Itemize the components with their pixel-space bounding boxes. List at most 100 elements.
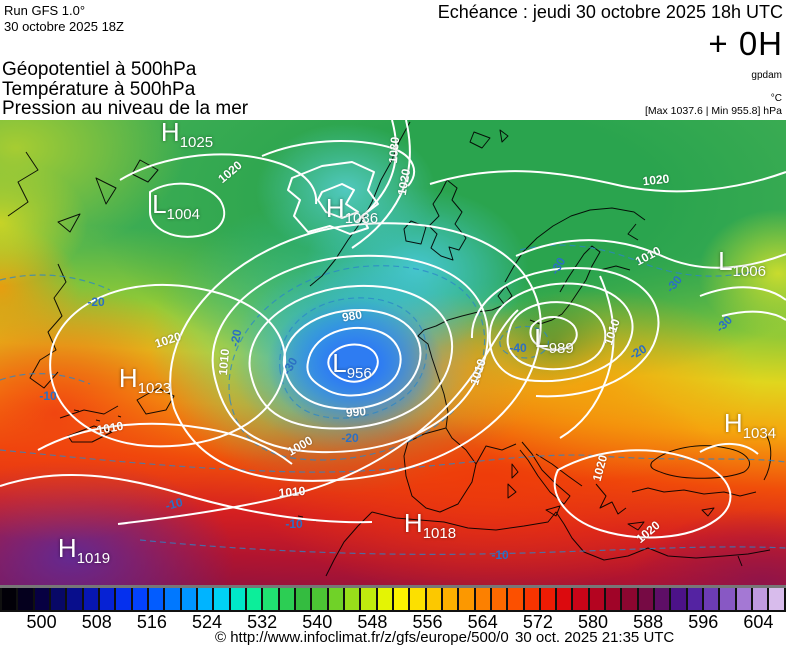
coastlines — [7, 121, 772, 577]
pressure-center-H1023: H1023 — [118, 363, 172, 397]
temperature-value-label: -40 — [509, 341, 527, 355]
colorbar-cell — [751, 588, 768, 610]
title-temperature: Température à 500hPa — [2, 78, 196, 100]
colorbar-cell — [16, 588, 33, 610]
isobar-value-label: 1020 — [641, 171, 671, 189]
colorbar-cell — [326, 588, 343, 610]
isobar-value-label: 1030 — [385, 136, 403, 164]
colorbar-cell — [0, 588, 17, 610]
colorbar-cell — [734, 588, 752, 610]
colorbar-tick: 500 — [26, 612, 57, 632]
colorbar-cell — [489, 588, 507, 610]
colorbar-cell — [375, 588, 392, 610]
map-overlay-svg — [0, 120, 786, 577]
colorbar-cell — [130, 588, 147, 610]
colorbar-tick: 572 — [522, 612, 553, 632]
colorbar-cell — [48, 588, 66, 610]
colorbar-tick-labels: 500 508 516 524 532 540 548 556 564 572 580 588 596 6… — [0, 612, 786, 632]
colorbar-cell — [244, 588, 262, 610]
colorbar-cell — [212, 588, 229, 610]
colorbar-cell — [32, 588, 49, 610]
run-date-label: 30 octobre 2025 18Z — [4, 19, 124, 34]
colorbar-cell — [620, 588, 637, 610]
colorbar-cell — [195, 588, 213, 610]
colorbar-tick: 588 — [633, 612, 664, 632]
colorbar-cell — [424, 588, 441, 610]
colorbar-cell — [587, 588, 605, 610]
colorbar-cell — [359, 588, 376, 610]
footer: © http://www.infoclimat.fr/z/gfs/europe/… — [0, 629, 786, 648]
temperature-value-label: -10 — [285, 517, 303, 531]
colorbar-tick: 604 — [743, 612, 774, 632]
colorbar-tick: 524 — [191, 612, 223, 632]
colorbar-tick: 580 — [577, 612, 608, 632]
run-info: Run GFS 1.0° 30 octobre 2025 18Z — [4, 3, 124, 35]
isobar-contours — [0, 120, 786, 539]
colorbar-cell — [571, 588, 588, 610]
temperature-value-label: -20 — [227, 328, 245, 348]
colorbar-cell — [114, 588, 131, 610]
title-pressure: Pression au niveau de la mer — [2, 98, 249, 119]
pressure-minmax-label: [Max 1037.6 | Min 955.8] hPa — [645, 105, 782, 117]
colorbar-cell — [391, 588, 409, 610]
copyright-url: © http://www.infoclimat.fr/z/gfs/europe/… — [215, 629, 509, 646]
colorbar-cell — [636, 588, 654, 610]
isobar-value-label: 1010 — [215, 348, 233, 376]
colorbar-tick: 564 — [467, 612, 498, 632]
run-model-label: Run GFS 1.0° — [4, 3, 86, 18]
title-geopotential: Géopotentiel à 500hPa — [2, 59, 197, 80]
colorbar-cell — [65, 588, 82, 610]
generated-timestamp: 30 oct. 2025 21:35 UTC — [515, 629, 675, 646]
colorbar-tick: 596 — [688, 612, 719, 632]
map-title-block: Géopotentiel à 500hPa Température à 500h… — [2, 60, 248, 119]
colorbar-cell — [277, 588, 294, 610]
colorbar — [0, 585, 786, 612]
unit-temperature-label: °C — [770, 93, 782, 104]
colorbar-tick: 508 — [81, 612, 112, 632]
colorbar-cell — [473, 588, 490, 610]
colorbar-cell — [685, 588, 703, 610]
echeance-label: Echéance : jeudi 30 octobre 2025 18h UTC — [437, 2, 783, 22]
pressure-center-H1034: H1034 — [723, 408, 777, 442]
colorbar-cell — [97, 588, 115, 610]
colorbar-tick: 556 — [412, 612, 443, 632]
colorbar-cell — [440, 588, 458, 610]
weather-map: H1025 L1004 H1036 L956 L989 H1023 L1006 H1034 H1… — [0, 120, 786, 585]
colorbar-cell — [179, 588, 196, 610]
colorbar-cell — [555, 588, 572, 610]
colorbar-cell — [604, 588, 621, 610]
pressure-center-L956: L956 — [332, 348, 372, 382]
colorbar-cell — [146, 588, 164, 610]
temperature-value-label: -10 — [491, 548, 509, 562]
colorbar-cell — [261, 588, 278, 610]
pressure-center-L1004: L1004 — [152, 189, 200, 223]
temperature-value-label: -20 — [341, 431, 359, 445]
pressure-center-H1036: H1036 — [325, 193, 379, 227]
colorbar-cell — [767, 588, 786, 610]
colorbar-tick: 540 — [302, 612, 333, 632]
pressure-center-L989: L989 — [534, 323, 574, 357]
colorbar-cell — [293, 588, 311, 610]
colorbar-cell — [310, 588, 327, 610]
temperature-contours — [0, 244, 786, 555]
colorbar-tick: 516 — [136, 612, 167, 632]
temperature-value-label: -10 — [39, 389, 57, 403]
temperature-value-label: -20 — [87, 295, 105, 309]
pressure-center-H1018: H1018 — [403, 508, 457, 542]
colorbar-cell — [538, 588, 556, 610]
colorbar-cell — [702, 588, 719, 610]
colorbar-cell — [457, 588, 474, 610]
colorbar-cell — [342, 588, 360, 610]
colorbar-cell — [81, 588, 98, 610]
pressure-center-H1025: H1025 — [160, 120, 214, 151]
colorbar-cell — [228, 588, 245, 610]
pressure-center-H1019: H1019 — [57, 533, 111, 567]
colorbar-tick: 548 — [357, 612, 388, 632]
isobar-value-label: 990 — [345, 404, 367, 420]
lead-time-label: + 0H — [708, 25, 783, 62]
isobar-value-label: 1010 — [278, 483, 306, 501]
colorbar-cell — [718, 588, 735, 610]
colorbar-cell — [408, 588, 425, 610]
colorbar-cell — [653, 588, 670, 610]
